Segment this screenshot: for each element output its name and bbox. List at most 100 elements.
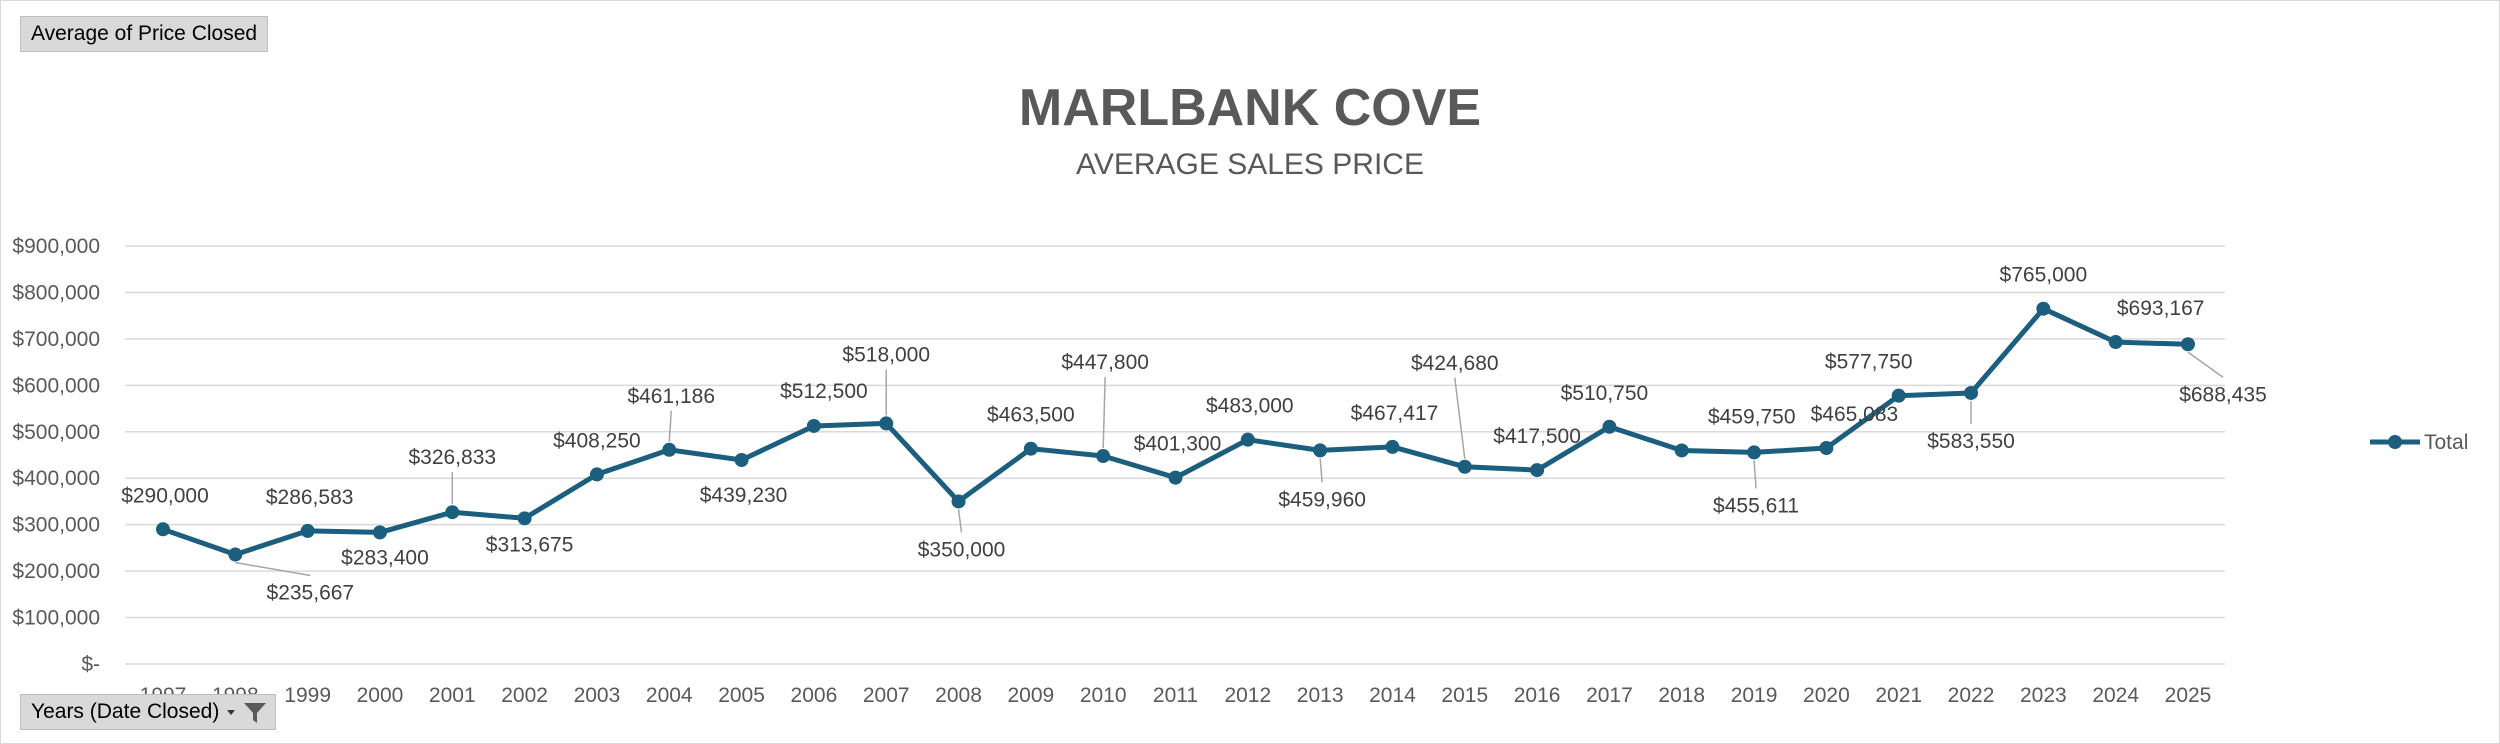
y-tick-label: $300,000 xyxy=(12,514,100,537)
x-tick-label: 2001 xyxy=(429,684,476,707)
data-label: $577,750 xyxy=(1825,351,1913,374)
y-tick-label: $200,000 xyxy=(12,560,100,583)
x-tick-label: 2007 xyxy=(863,684,910,707)
data-label: $459,750 xyxy=(1708,405,1796,428)
data-point xyxy=(662,442,677,457)
x-tick-label: 2003 xyxy=(574,684,621,707)
data-label: $518,000 xyxy=(842,343,930,366)
data-point xyxy=(1457,459,1472,474)
chart-subtitle: AVERAGE SALES PRICE xyxy=(1076,148,1424,181)
x-tick-label: 2004 xyxy=(646,684,693,707)
x-tick-label: 1999 xyxy=(284,684,331,707)
chart-title: MARLBANK COVE xyxy=(1019,79,1481,137)
leader-line xyxy=(2187,351,2224,378)
legend: Total xyxy=(2370,431,2468,454)
data-label: $326,833 xyxy=(408,446,496,469)
data-point xyxy=(1023,441,1038,456)
x-tick-label: 2000 xyxy=(357,684,404,707)
data-point xyxy=(156,522,170,537)
y-tick-label: $400,000 xyxy=(12,467,100,490)
filter-icon[interactable] xyxy=(241,699,269,727)
label-leader-lines xyxy=(235,351,2224,577)
data-point xyxy=(879,416,894,431)
data-label: $693,167 xyxy=(2117,297,2205,320)
data-label: $465,083 xyxy=(1811,403,1899,426)
y-tick-label: $700,000 xyxy=(12,328,100,351)
data-point xyxy=(445,505,460,520)
y-axis-ticks: $- $100,000 $200,000 $300,000 $400,000 $500,0… xyxy=(12,235,100,676)
data-label: $313,675 xyxy=(486,533,574,556)
data-point xyxy=(1240,432,1255,447)
x-tick-label: 2017 xyxy=(1586,684,1633,707)
data-label: $408,250 xyxy=(553,429,641,452)
x-tick-label: 2010 xyxy=(1080,684,1127,707)
leader-line xyxy=(1454,377,1466,459)
data-point xyxy=(951,494,966,509)
series-total xyxy=(156,301,2195,562)
data-point xyxy=(1819,440,1834,455)
data-point xyxy=(1385,439,1400,454)
x-tick-label: 2009 xyxy=(1007,684,1054,707)
x-tick-label: 2013 xyxy=(1297,684,1344,707)
leader-line xyxy=(1319,458,1323,483)
x-tick-label: 2015 xyxy=(1441,684,1488,707)
data-label: $461,186 xyxy=(627,385,715,408)
data-label: $463,500 xyxy=(987,404,1075,427)
data-label: $290,000 xyxy=(121,484,209,507)
data-point xyxy=(2108,335,2123,350)
y-tick-label: $900,000 xyxy=(12,235,100,258)
data-label: $447,800 xyxy=(1061,351,1149,374)
data-label: $350,000 xyxy=(918,538,1006,561)
x-tick-label: 2006 xyxy=(791,684,838,707)
data-label: $417,500 xyxy=(1493,425,1581,448)
x-tick-label: 2020 xyxy=(1803,684,1850,707)
x-tick-label: 2018 xyxy=(1658,684,1705,707)
data-label: $455,611 xyxy=(1713,494,1799,517)
leader-line xyxy=(1102,377,1106,449)
x-tick-label: 2025 xyxy=(2165,684,2212,707)
data-point xyxy=(1674,443,1689,458)
data-label: $459,960 xyxy=(1278,488,1366,511)
x-axis-ticks: 1997199819992000200120022003200420052006… xyxy=(140,684,2212,707)
data-label: $467,417 xyxy=(1351,402,1439,425)
data-label: $283,400 xyxy=(341,546,429,569)
leader-line xyxy=(235,561,311,577)
x-tick-label: 2021 xyxy=(1875,684,1922,707)
data-point xyxy=(589,467,604,482)
x-tick-label: 2008 xyxy=(935,684,982,707)
x-tick-label: 2005 xyxy=(718,684,765,707)
data-point xyxy=(372,525,387,540)
value-field-button[interactable]: Average of Price Closed xyxy=(20,16,269,52)
row-field-button[interactable]: Years (Date Closed) xyxy=(20,694,277,730)
dropdown-arrow-icon[interactable] xyxy=(227,710,236,715)
data-point xyxy=(1313,443,1328,458)
data-point xyxy=(228,547,243,562)
data-point xyxy=(1891,388,1906,403)
x-tick-label: 2022 xyxy=(1948,684,1995,707)
y-tick-label: $500,000 xyxy=(12,421,100,444)
data-label: $286,583 xyxy=(266,486,354,509)
data-label: $510,750 xyxy=(1561,382,1649,405)
data-labels: $290,000 $235,667 $286,583 $283,400 $326,833… xyxy=(121,264,2267,605)
y-tick-label: $- xyxy=(81,653,100,676)
leader-line xyxy=(668,410,672,442)
data-label: $512,500 xyxy=(780,380,868,403)
y-tick-label: $800,000 xyxy=(12,281,100,304)
legend-label: Total xyxy=(2424,431,2468,454)
value-field-label: Average of Price Closed xyxy=(31,22,258,45)
gridlines xyxy=(125,245,2225,665)
y-tick-label: $600,000 xyxy=(12,374,100,397)
x-tick-label: 2023 xyxy=(2020,684,2067,707)
data-point xyxy=(1530,463,1545,478)
data-point xyxy=(806,418,821,433)
y-tick-label: $100,000 xyxy=(12,607,100,630)
x-tick-label: 2011 xyxy=(1153,684,1198,707)
x-tick-label: 2016 xyxy=(1514,684,1561,707)
data-point xyxy=(300,523,315,538)
x-tick-label: 2024 xyxy=(2092,684,2139,707)
leader-line xyxy=(1753,460,1757,489)
data-point xyxy=(1602,419,1617,434)
x-tick-label: 2012 xyxy=(1224,684,1271,707)
data-point xyxy=(1747,445,1762,460)
data-label: $688,435 xyxy=(2179,383,2267,406)
